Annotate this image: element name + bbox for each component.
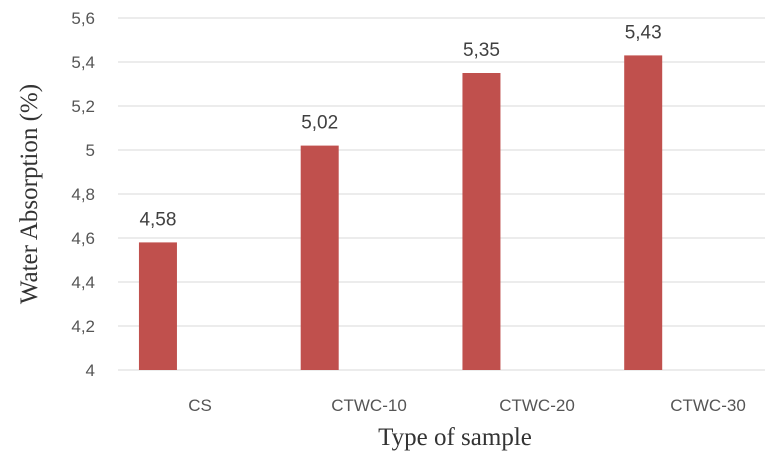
y-tick-label: 5,2 (71, 97, 95, 116)
gridlines (118, 17, 765, 371)
bar (624, 55, 663, 371)
data-label: 4,58 (139, 209, 176, 230)
data-label: 5,35 (463, 40, 500, 61)
x-category-label: CTWC-10 (331, 396, 407, 415)
x-axis-categories: CS CTWC-10 CTWC-20 CTWC-30 (188, 396, 746, 415)
y-tick-label: 5,4 (71, 53, 95, 72)
data-label: 5,43 (625, 22, 662, 43)
y-tick-label: 4,2 (71, 317, 95, 336)
y-tick-label: 4,8 (71, 185, 95, 204)
x-category-label: CS (188, 396, 212, 415)
y-axis-ticks: 4 4,2 4,4 4,6 4,8 5 5,2 5,4 5,6 (71, 9, 95, 380)
data-label: 5,02 (301, 113, 338, 134)
x-category-label: CTWC-30 (670, 396, 746, 415)
x-axis-title: Type of sample (378, 424, 532, 451)
y-tick-label: 5,6 (71, 9, 95, 28)
y-axis-title: Water Absorption (%) (16, 84, 43, 304)
bar (138, 242, 177, 370)
bar (462, 73, 501, 370)
x-category-label: CTWC-20 (499, 396, 575, 415)
y-tick-label: 4 (86, 361, 95, 380)
y-tick-label: 4,4 (71, 273, 95, 292)
data-labels: 4,58 5,02 5,35 5,43 (139, 22, 661, 230)
bar (300, 145, 339, 370)
y-tick-label: 5 (86, 141, 95, 160)
y-tick-label: 4,6 (71, 229, 95, 248)
bars (138, 55, 663, 371)
